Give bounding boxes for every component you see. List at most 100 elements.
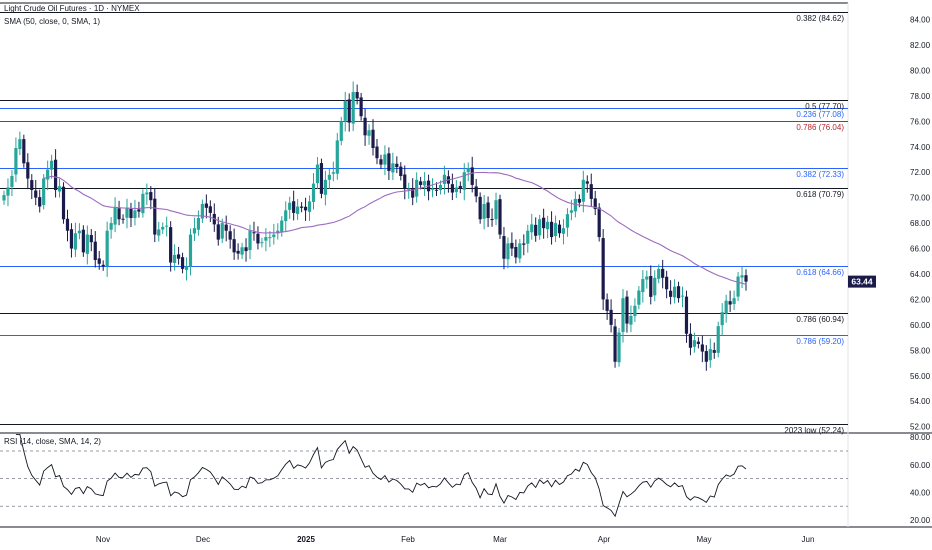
candle: [672, 279, 677, 304]
price-tick-label: 62.00: [910, 295, 931, 304]
candle-body: [311, 183, 316, 202]
candle: [34, 179, 38, 206]
level-label: 0.236 (77.08): [796, 110, 844, 119]
candle-body: [565, 214, 570, 228]
candle: [490, 208, 494, 227]
candle: [339, 116, 343, 146]
candle: [165, 216, 169, 237]
candle-body: [422, 181, 427, 186]
candle-body: [712, 350, 716, 353]
candle-body: [676, 286, 681, 299]
candle-body: [319, 163, 324, 194]
candle: [192, 217, 197, 242]
candle: [387, 147, 391, 180]
time-tick-label: Dec: [196, 535, 210, 544]
level-label: 0.786 (60.94): [796, 315, 844, 324]
candle-body: [478, 196, 482, 220]
candle: [109, 217, 113, 239]
price-tick-label: 66.00: [910, 245, 931, 254]
candle: [446, 170, 451, 193]
candle: [478, 192, 482, 224]
candle-body: [625, 296, 629, 324]
candle-body: [188, 234, 193, 267]
candle: [220, 218, 224, 244]
time-tick-label: Feb: [401, 535, 415, 544]
sma-overlay: [43, 171, 747, 285]
candle: [117, 200, 121, 226]
candle-body: [153, 198, 157, 235]
candle-body: [296, 206, 300, 214]
candle-body: [149, 192, 153, 201]
candle-body: [299, 206, 304, 208]
candle: [188, 228, 193, 276]
candlestick-series: [2, 81, 748, 371]
candle: [81, 225, 85, 257]
candle: [458, 181, 462, 194]
candle-body: [716, 326, 720, 353]
candle-body: [633, 305, 637, 316]
candle-body: [514, 247, 518, 258]
candle-body: [272, 234, 276, 238]
candle-body: [276, 230, 280, 234]
candle: [676, 281, 681, 303]
candle: [617, 328, 621, 367]
candle: [228, 225, 232, 249]
candle-body: [542, 217, 546, 229]
candle-body: [220, 223, 224, 239]
candle-body: [351, 92, 355, 124]
candle-body: [502, 236, 506, 259]
candle-body: [236, 250, 240, 254]
price-tick-label: 74.00: [910, 143, 931, 152]
candle: [133, 199, 137, 226]
candle-body: [315, 164, 320, 184]
candle: [101, 260, 105, 271]
price-tag-bg: [848, 275, 876, 288]
candle-body: [637, 290, 641, 305]
candle-body: [680, 295, 685, 297]
candle-body: [720, 312, 724, 326]
candle-body: [609, 309, 613, 325]
candle-body: [173, 254, 177, 264]
candle-body: [506, 243, 510, 260]
candle-body: [359, 97, 363, 117]
candle: [323, 170, 328, 206]
candle: [601, 229, 605, 310]
candle-body: [672, 286, 677, 298]
candle: [85, 225, 89, 265]
candle: [557, 220, 562, 238]
candle-body: [331, 172, 335, 174]
candle-body: [256, 233, 260, 244]
chart-title: Light Crude Oil Futures · 1D · NYMEX: [4, 4, 140, 13]
level-label: 0.382 (84.62): [796, 14, 844, 23]
candle-body: [42, 178, 46, 206]
candle-body: [645, 276, 649, 280]
candle-body: [268, 237, 272, 239]
candle: [292, 190, 296, 221]
candle-body: [240, 247, 244, 255]
candle-body: [335, 140, 339, 174]
candle-body: [161, 226, 165, 230]
candle: [268, 231, 272, 248]
candle: [502, 227, 506, 270]
candle: [73, 222, 78, 258]
candle: [288, 196, 292, 219]
candle: [605, 293, 609, 320]
candle: [319, 158, 324, 199]
candle: [696, 337, 700, 349]
candle: [65, 209, 70, 242]
candle: [125, 198, 129, 229]
candle-body: [137, 209, 141, 212]
candle: [391, 152, 395, 180]
candle-body: [530, 224, 534, 233]
candle: [375, 138, 379, 165]
price-tick-label: 56.00: [910, 372, 931, 381]
candle: [621, 289, 625, 343]
candle: [359, 92, 363, 121]
level-label: 0.786 (59.20): [796, 337, 844, 346]
candle: [593, 190, 597, 216]
candle-body: [589, 184, 593, 199]
candle-body: [260, 242, 264, 244]
candle: [363, 108, 367, 146]
candle-body: [569, 210, 574, 213]
